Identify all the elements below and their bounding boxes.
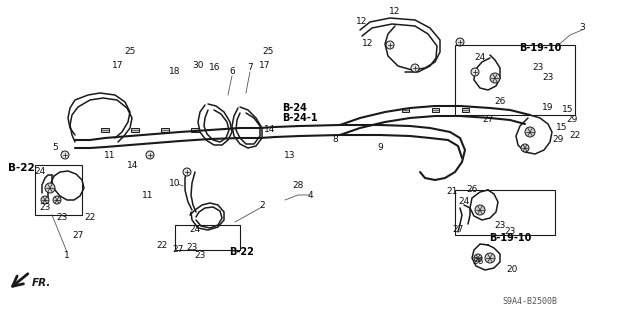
Text: 12: 12	[356, 18, 368, 27]
Text: 1: 1	[64, 251, 70, 260]
Text: 25: 25	[124, 47, 136, 57]
Text: 17: 17	[259, 60, 271, 69]
Bar	[175, 225, 240, 250]
Circle shape	[485, 253, 495, 263]
Text: 18: 18	[169, 68, 180, 76]
Text: 14: 14	[264, 125, 276, 134]
Text: 23: 23	[542, 74, 554, 83]
Text: 22: 22	[570, 131, 580, 140]
Text: 12: 12	[362, 39, 374, 49]
Text: B-19-10: B-19-10	[489, 233, 531, 243]
Text: 24: 24	[189, 226, 200, 235]
Circle shape	[456, 38, 464, 46]
Text: 3: 3	[579, 23, 585, 33]
Text: 22: 22	[84, 213, 95, 222]
Text: 29: 29	[552, 135, 564, 145]
Circle shape	[525, 127, 535, 137]
Text: 5: 5	[52, 143, 58, 153]
Text: 26: 26	[467, 186, 477, 195]
Text: 27: 27	[483, 116, 493, 124]
Text: 4: 4	[307, 190, 313, 199]
Bar	[455, 190, 555, 235]
Text: 19: 19	[542, 103, 554, 113]
FancyBboxPatch shape	[101, 128, 109, 132]
Text: B-19-10: B-19-10	[519, 43, 561, 53]
Circle shape	[183, 168, 191, 176]
Bar	[35, 165, 82, 215]
Text: 22: 22	[156, 241, 168, 250]
Text: 23: 23	[504, 228, 516, 236]
Circle shape	[146, 151, 154, 159]
Text: 12: 12	[389, 7, 401, 17]
Text: 27: 27	[72, 230, 84, 239]
FancyBboxPatch shape	[161, 128, 169, 132]
Text: 11: 11	[104, 150, 116, 159]
Circle shape	[471, 68, 479, 76]
Text: 25: 25	[262, 47, 274, 57]
Text: 21: 21	[446, 188, 458, 196]
Text: B-22: B-22	[230, 247, 255, 257]
Text: 7: 7	[247, 63, 253, 73]
Text: 24: 24	[458, 197, 470, 206]
Text: 23: 23	[532, 63, 544, 73]
Text: 24: 24	[35, 167, 45, 177]
Text: 17: 17	[112, 60, 124, 69]
Text: 11: 11	[142, 190, 154, 199]
Circle shape	[521, 144, 529, 152]
Circle shape	[41, 196, 49, 204]
FancyBboxPatch shape	[191, 128, 199, 132]
Text: 26: 26	[494, 98, 506, 107]
Text: 27: 27	[172, 245, 184, 254]
Text: S9A4-B2500B: S9A4-B2500B	[502, 298, 557, 307]
Text: 15: 15	[563, 106, 573, 115]
Text: 14: 14	[127, 161, 139, 170]
Text: B-24-1: B-24-1	[282, 113, 317, 123]
Text: B-24: B-24	[282, 103, 307, 113]
Text: 20: 20	[506, 266, 518, 275]
FancyBboxPatch shape	[461, 108, 468, 112]
Text: 13: 13	[284, 150, 296, 159]
Bar	[455, 45, 575, 115]
FancyBboxPatch shape	[401, 108, 408, 112]
Text: 23: 23	[494, 220, 506, 229]
Text: 15: 15	[556, 124, 568, 132]
Circle shape	[61, 151, 69, 159]
Text: 16: 16	[209, 63, 221, 73]
Circle shape	[474, 254, 482, 262]
Text: 27: 27	[452, 226, 464, 235]
Circle shape	[475, 205, 485, 215]
Text: 30: 30	[192, 60, 204, 69]
Text: 8: 8	[332, 135, 338, 145]
Circle shape	[386, 41, 394, 49]
Text: FR.: FR.	[32, 278, 51, 288]
Text: 9: 9	[377, 143, 383, 153]
Text: 23: 23	[195, 251, 205, 260]
Text: 29: 29	[566, 116, 578, 124]
Text: 23: 23	[39, 204, 51, 212]
Text: 28: 28	[292, 180, 304, 189]
FancyBboxPatch shape	[131, 128, 139, 132]
Text: 10: 10	[169, 179, 180, 188]
Text: 26: 26	[472, 258, 484, 267]
Text: 6: 6	[229, 68, 235, 76]
Text: B-22: B-22	[8, 163, 35, 173]
Text: 24: 24	[474, 53, 486, 62]
Circle shape	[53, 196, 61, 204]
Text: 23: 23	[56, 213, 68, 222]
Circle shape	[490, 73, 500, 83]
Text: 23: 23	[186, 244, 198, 252]
Circle shape	[411, 64, 419, 72]
Text: 2: 2	[259, 202, 265, 211]
FancyBboxPatch shape	[431, 108, 438, 112]
Circle shape	[45, 183, 55, 193]
